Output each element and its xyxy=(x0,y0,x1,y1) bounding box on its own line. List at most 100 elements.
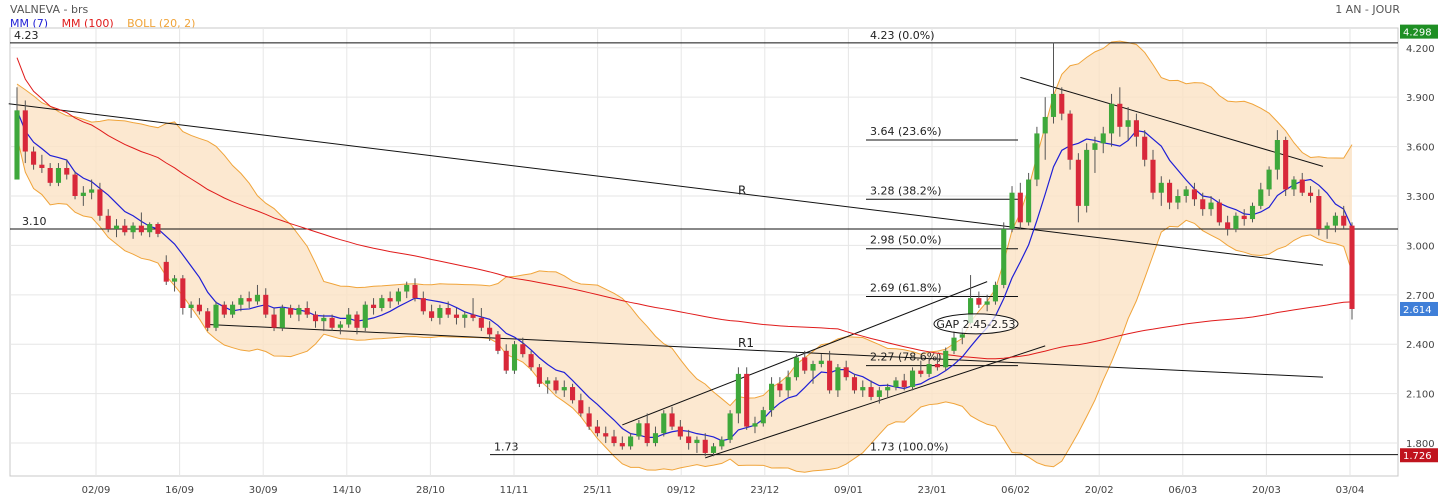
candle-up xyxy=(545,380,551,384)
candle-down xyxy=(1283,140,1289,190)
candle-up xyxy=(1042,116,1048,134)
candle-down xyxy=(329,317,335,328)
candle-up xyxy=(395,291,401,302)
candle-down xyxy=(205,311,211,328)
x-tick-label: 06/02 xyxy=(1001,485,1030,496)
candle-down xyxy=(611,436,617,444)
ma7-line xyxy=(16,110,1353,442)
candle-down xyxy=(1191,189,1198,200)
x-tick-label: 28/10 xyxy=(416,485,445,496)
candle-down xyxy=(594,426,600,434)
x-tick-label: 14/10 xyxy=(332,485,361,496)
candle-up xyxy=(1324,225,1330,229)
candle-down xyxy=(163,261,169,282)
candle-down xyxy=(246,298,252,302)
period-label[interactable]: 1 AN - JOUR xyxy=(1335,3,1400,16)
fibonacci-label: 1.73 (100.0%) xyxy=(870,441,949,454)
candle-up xyxy=(89,189,95,193)
candle-up xyxy=(909,370,916,388)
horizontal-level-label: 1.73 xyxy=(494,441,519,454)
candle-up xyxy=(80,192,86,196)
candle-up xyxy=(1026,179,1032,223)
candle-up xyxy=(188,304,194,308)
candle-down xyxy=(1167,182,1173,203)
indicator-legend: MM (7) MM (100) BOLL (20, 2) xyxy=(10,17,205,30)
candle-up xyxy=(710,446,717,453)
candle-down xyxy=(429,311,435,318)
y-tick-label: 3.300 xyxy=(1406,192,1435,203)
candle-up xyxy=(147,224,153,233)
candle-up xyxy=(1274,140,1280,170)
candle-up xyxy=(959,334,965,338)
candle-up xyxy=(1332,215,1338,226)
candle-up xyxy=(1084,149,1090,206)
resistance-line-R1 xyxy=(207,323,1324,378)
x-tick-label: 23/12 xyxy=(750,485,779,496)
y-tick-label: 2.400 xyxy=(1406,340,1435,351)
candle-down xyxy=(843,367,849,378)
candle-up xyxy=(818,360,824,364)
x-tick-label: 02/09 xyxy=(82,485,111,496)
y-tick-label: 1.800 xyxy=(1406,439,1435,450)
candle-down xyxy=(1075,159,1081,206)
chart-title: VALNEVA - brs xyxy=(10,3,89,16)
fibonacci-label: 3.64 (23.6%) xyxy=(870,125,942,138)
candle-up xyxy=(1125,120,1131,127)
last-price-badge: 2.614 xyxy=(1403,305,1432,316)
candle-up xyxy=(727,413,733,440)
x-tick-label: 03/04 xyxy=(1336,485,1365,496)
candle-up xyxy=(511,344,518,371)
x-tick-label: 09/01 xyxy=(834,485,863,496)
candle-up xyxy=(926,364,932,374)
gap-label: GAP 2.45-2.53 xyxy=(936,318,1015,331)
candle-down xyxy=(304,308,310,315)
candle-down xyxy=(901,380,907,388)
candle-down xyxy=(64,168,70,175)
x-tick-label: 09/12 xyxy=(667,485,696,496)
candle-up xyxy=(835,367,841,391)
candle-down xyxy=(802,357,808,371)
candle-up xyxy=(752,423,758,427)
candle-up xyxy=(1291,179,1297,190)
candle-up xyxy=(719,439,725,447)
candle-down xyxy=(1150,159,1156,193)
candle-down xyxy=(97,189,103,216)
y-tick-label: 2.100 xyxy=(1406,390,1435,401)
candle-down xyxy=(1059,93,1065,114)
candle-down xyxy=(420,298,426,312)
x-tick-label: 30/09 xyxy=(249,485,278,496)
candle-up xyxy=(321,317,327,322)
candle-up xyxy=(1183,189,1189,196)
candle-up xyxy=(561,387,567,391)
candle-up xyxy=(337,324,343,328)
x-tick-label: 25/11 xyxy=(583,485,612,496)
candle-up xyxy=(1092,143,1098,150)
candle-down xyxy=(1299,179,1305,193)
candle-up xyxy=(1034,133,1040,180)
candle-down xyxy=(1067,113,1073,160)
candle-down xyxy=(1216,202,1222,223)
candle-down xyxy=(520,344,526,355)
candle-up xyxy=(968,298,974,323)
candle-down xyxy=(180,278,186,308)
candle-up xyxy=(379,298,385,308)
candle-up xyxy=(1233,215,1239,229)
candle-down xyxy=(1200,199,1206,210)
fibonacci-label: 3.28 (38.2%) xyxy=(870,184,942,197)
low-price-badge-bg xyxy=(1400,448,1438,463)
candle-up xyxy=(652,433,659,444)
candle-down xyxy=(478,317,484,328)
y-tick-label: 4.200 xyxy=(1406,44,1435,55)
y-tick-label: 3.000 xyxy=(1406,241,1435,252)
candle-down xyxy=(777,383,783,391)
candle-up xyxy=(213,304,219,328)
candle-down xyxy=(578,400,584,414)
bollinger-band-fill xyxy=(17,41,1352,473)
candle-down xyxy=(271,314,277,328)
candle-down xyxy=(263,294,269,315)
plot-frame xyxy=(9,27,1399,477)
last-price-badge-bg xyxy=(1400,301,1438,316)
candle-down xyxy=(528,354,534,368)
candle-down xyxy=(644,423,650,444)
